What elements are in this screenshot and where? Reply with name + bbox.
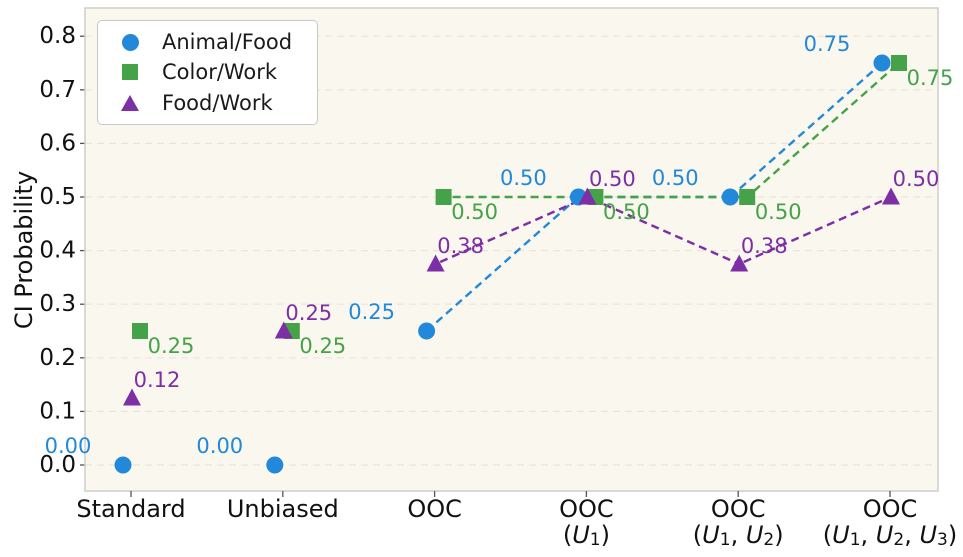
y-tick-label: 0.3	[39, 291, 76, 317]
legend-item-food-work: Food/Work	[98, 88, 317, 118]
x-tick-label: OOC	[407, 495, 462, 523]
y-tick-label: 0.4	[39, 238, 76, 264]
data-point-marker	[730, 254, 749, 272]
x-tick-label: (U1, U2, U3)	[823, 521, 958, 550]
data-point-label: 0.25	[348, 300, 395, 324]
legend-marker-cell	[98, 33, 162, 51]
data-point-marker	[123, 388, 141, 406]
y-tick-label: 0.0	[39, 452, 76, 478]
x-tick-label: (U1)	[563, 521, 610, 550]
legend-item-animal-food: Animal/Food	[98, 27, 317, 57]
data-point-marker	[418, 322, 436, 340]
x-tick-label: OOC	[863, 495, 918, 523]
data-point-marker	[435, 189, 452, 205]
y-tick-label: 0.5	[39, 184, 76, 210]
y-tick-label: 0.2	[39, 345, 76, 371]
y-tick-label: 0.8	[39, 23, 76, 49]
data-point-marker	[426, 254, 445, 272]
legend-item-color-work: Color/Work	[98, 57, 317, 87]
data-point-marker	[873, 54, 891, 72]
data-point-label: 0.50	[603, 200, 650, 224]
data-point-marker	[721, 188, 739, 206]
data-line-segment	[729, 62, 883, 198]
x-tick-label: Unbiased	[227, 495, 339, 523]
x-tick-label: OOC	[711, 495, 766, 523]
data-point-marker	[882, 187, 900, 205]
data-point-marker	[274, 321, 293, 339]
x-tick-label: Standard	[76, 495, 185, 523]
data-line-segment	[425, 196, 580, 332]
data-point-label: 0.75	[804, 32, 851, 56]
data-point-label: 0.50	[451, 200, 498, 224]
y-tick-label: 0.6	[39, 130, 76, 156]
legend-label: Food/Work	[162, 90, 273, 115]
data-point-marker	[266, 456, 284, 474]
y-tick-label: 0.7	[39, 77, 76, 103]
data-line-segment	[746, 62, 900, 198]
triangle-marker-icon	[121, 94, 139, 111]
data-point-label: 0.50	[500, 166, 547, 190]
data-point-marker	[578, 187, 597, 205]
data-point-label: 0.50	[893, 167, 940, 191]
data-line-segment	[586, 195, 740, 266]
data-point-marker	[739, 189, 756, 205]
data-line-segment	[435, 195, 588, 266]
data-point-label: 0.00	[196, 434, 243, 458]
data-point-label: 0.25	[148, 334, 195, 358]
data-point-label: 0.25	[285, 301, 332, 325]
legend: Animal/Food Color/Work Food/Work	[97, 20, 318, 125]
legend-label: Animal/Food	[162, 30, 293, 55]
data-point-label: 0.75	[907, 66, 954, 90]
data-point-label: 0.00	[45, 434, 92, 458]
x-tick-label: OOC	[559, 495, 614, 523]
data-point-label: 0.25	[299, 334, 346, 358]
legend-marker-cell	[98, 94, 162, 111]
data-point-label: 0.38	[741, 234, 788, 258]
data-point-label: 0.12	[134, 368, 181, 392]
data-line-segment	[738, 195, 892, 266]
square-marker-icon	[122, 64, 138, 81]
data-point-marker	[114, 456, 132, 474]
x-tick-label: (U1, U2)	[693, 521, 784, 550]
legend-label: Color/Work	[162, 60, 278, 85]
data-point-marker	[132, 323, 148, 339]
circle-marker-icon	[121, 33, 139, 51]
data-point-label: 0.38	[437, 234, 484, 258]
data-point-marker	[891, 55, 907, 71]
data-point-label: 0.50	[652, 166, 699, 190]
data-point-label: 0.50	[755, 200, 802, 224]
data-point-label: 0.50	[589, 167, 636, 191]
legend-marker-cell	[98, 64, 162, 81]
plot-border	[84, 7, 939, 492]
y-axis-title: CI Probability	[10, 170, 38, 330]
y-tick-label: 0.1	[39, 398, 76, 424]
